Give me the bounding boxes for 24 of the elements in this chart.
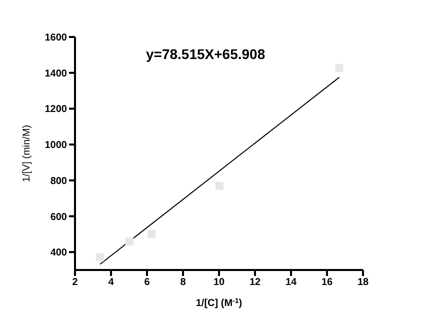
y-axis-title: 1/[V] (min/M) bbox=[22, 124, 33, 182]
point bbox=[96, 253, 104, 262]
x-tick-label: 12 bbox=[249, 277, 261, 288]
x-tick-label: 14 bbox=[285, 277, 297, 288]
x-tick-label: 4 bbox=[108, 277, 114, 288]
x-axis-title: 1/[C] (M$^{-1}$) bbox=[196, 298, 242, 309]
annotation: y=78.515X+65.908 bbox=[146, 46, 266, 62]
point bbox=[335, 64, 344, 72]
x-tick-label: 18 bbox=[357, 277, 369, 288]
y-tick-label: 400 bbox=[50, 248, 68, 259]
x-tick-label: 10 bbox=[213, 277, 225, 288]
point bbox=[215, 182, 224, 190]
x-tick-label: 6 bbox=[144, 277, 150, 288]
y-tick-label: 600 bbox=[50, 212, 68, 223]
point bbox=[148, 230, 156, 238]
y-tick-label: 1200 bbox=[44, 104, 68, 116]
x-tick-label: 2 bbox=[72, 277, 78, 288]
point bbox=[125, 238, 134, 246]
x-tick-label: 8 bbox=[180, 277, 186, 288]
y-tick-label: 1400 bbox=[44, 68, 68, 80]
y-tick-label: 800 bbox=[50, 176, 68, 187]
y-tick-label: 1000 bbox=[44, 140, 68, 152]
y-tick-label: 1600 bbox=[44, 32, 68, 44]
x-tick-label: 16 bbox=[321, 277, 333, 288]
